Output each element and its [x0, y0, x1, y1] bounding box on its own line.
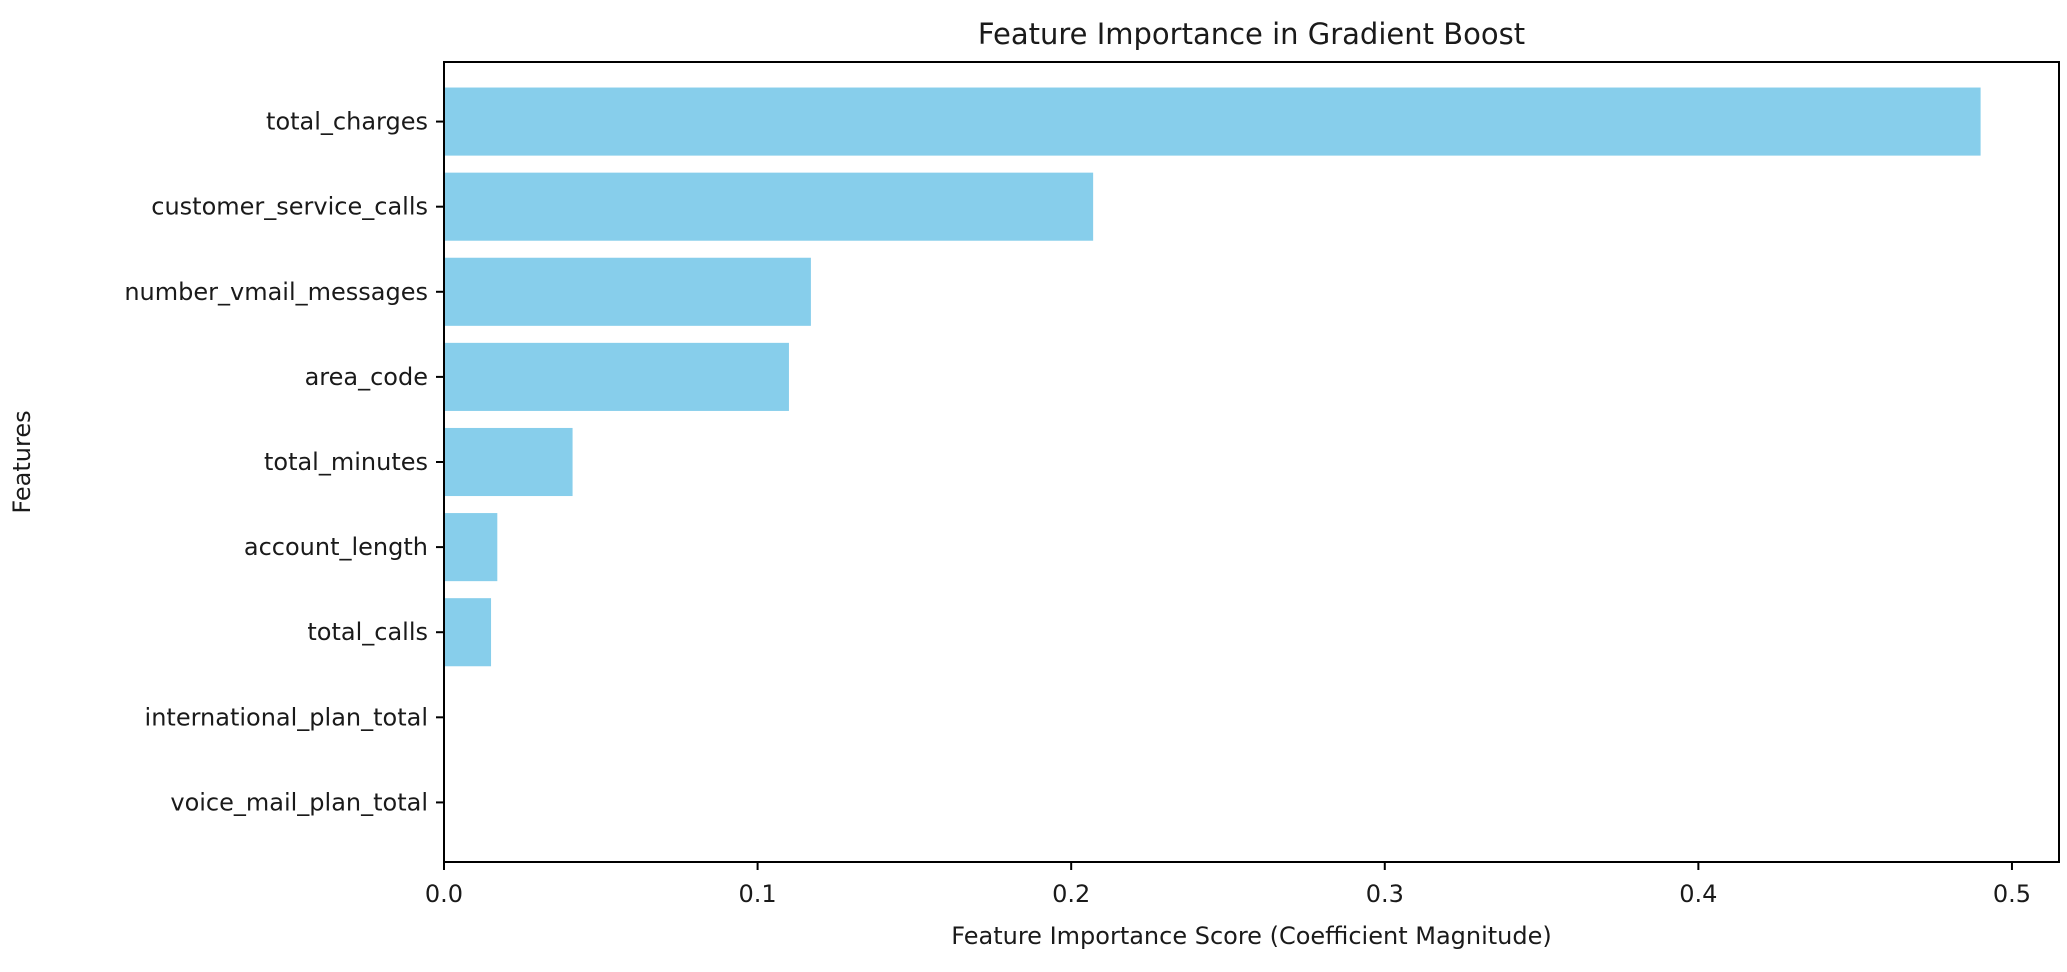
x-axis-label: Feature Importance Score (Coefficient Ma…	[951, 922, 1552, 950]
x-tick-label: 0.0	[425, 880, 463, 908]
bar-total_calls	[444, 598, 492, 667]
x-tick-label: 0.4	[1679, 880, 1717, 908]
y-axis-label: Features	[8, 410, 36, 513]
bar-account_length	[444, 513, 498, 582]
bars-group	[444, 87, 1981, 667]
chart-title: Feature Importance in Gradient Boost	[978, 17, 1525, 51]
y-axis-ticks: total_charges customer_service_callsnumbe…	[124, 108, 444, 816]
y-tick-label: international_plan_total	[145, 703, 428, 731]
x-tick-label: 0.1	[739, 880, 777, 908]
bar-area_code	[444, 342, 789, 411]
y-tick-label: voice_mail_plan_total	[170, 788, 428, 816]
y-tick-label: area_code	[305, 363, 428, 391]
y-tick-label: number_vmail_messages	[124, 278, 428, 306]
bar-total_minutes	[444, 427, 573, 497]
y-tick-label: total_minutes	[264, 448, 428, 476]
x-tick-label: 0.5	[1993, 880, 2031, 908]
y-tick-label: customer_service_calls	[151, 193, 428, 221]
y-tick-label: total_charges	[266, 108, 428, 136]
x-axis-ticks: 0.0 0.1 0.2 0.3 0.4 0.5	[425, 862, 2031, 908]
x-tick-label: 0.3	[1366, 880, 1404, 908]
plot-frame	[443, 61, 2060, 863]
bar-total_charges	[444, 87, 1981, 156]
bar-customer_service_calls	[444, 172, 1094, 241]
y-tick-label: account_length	[244, 533, 428, 561]
y-tick-label: total_calls	[307, 618, 428, 646]
x-tick-label: 0.2	[1052, 880, 1090, 908]
bar-number_vmail_messages	[444, 257, 811, 326]
